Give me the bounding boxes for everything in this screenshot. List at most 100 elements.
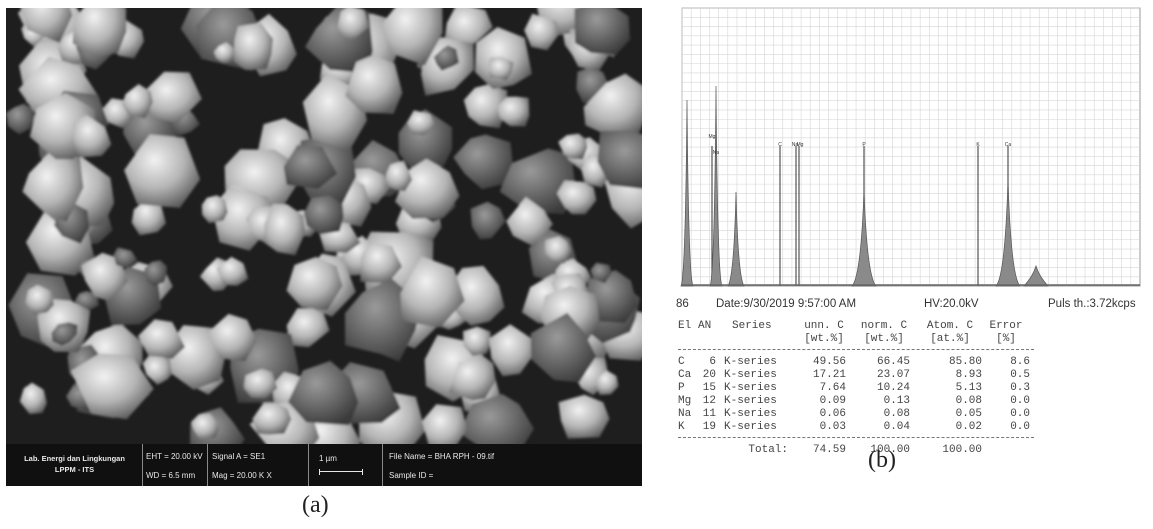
signal-value: Signal A = SE1 [212,452,266,461]
table-cell: 66.45 [876,356,910,368]
sem-particle [380,8,443,66]
table-total-cell: 100.00 [870,444,910,456]
sem-particle [460,394,534,444]
table-cell: 0.0 [1010,395,1030,407]
sem-particle [6,103,35,135]
sem-panel: Lab. Energi dan Lingkungan LPPM - ITS EH… [6,8,642,486]
table-cell: 0.08 [883,408,910,420]
sem-particle [113,247,138,269]
acquisition-date: Date:9/30/2019 9:57:00 AM [716,298,857,310]
table-cell: 0.5 [1010,369,1030,381]
sem-particle [470,201,506,240]
sem-particle [530,312,597,383]
sem-particle [558,133,588,160]
sem-particle [595,370,619,395]
sem-particle [360,241,402,284]
table-row: P 15 K-series 7.64 10.24 5.13 0.3 [678,382,1078,395]
sem-particle [558,394,610,439]
sem-particle [499,148,576,214]
table-header-cell: Series [732,320,772,332]
spectrum-peak [1023,264,1049,287]
spectrum-peak [851,189,877,287]
spectrum-peak [709,85,723,287]
table-unit-cell: [%] [996,333,1016,345]
table-total-cell: Total: [748,444,788,456]
sample-id: Sample ID = [389,471,434,480]
sem-particle [22,152,84,222]
lab-name: Lab. Energi dan Lingkungan [24,454,125,463]
sem-particle [433,45,459,71]
table-header-cell: norm. C [860,320,908,332]
table-cell: P [678,382,685,394]
sem-particle [124,134,201,208]
working-distance: WD = 6.5 mm [146,471,196,480]
sem-data-bar: Lab. Energi dan Lingkungan LPPM - ITS EH… [6,444,642,486]
lab-institution: LPPM - ITS [54,465,95,474]
table-row: K 19 K-series 0.03 0.04 0.02 0.0 [678,421,1078,434]
sem-particle [421,404,468,444]
table-header-cell: Error [989,320,1023,332]
table-cell: 6 [709,356,716,368]
sem-particle [142,71,202,124]
scale-cell: 1 µm [309,444,383,486]
sem-particle [286,256,343,311]
table-cell: Ca [678,369,692,381]
table-cell: 0.04 [883,421,910,433]
table-row: Ca 20 K-series 17.21 23.07 8.93 0.5 [678,369,1078,382]
caption-a: (a) [302,492,329,518]
spectrum-peak [727,191,745,287]
sem-micrograph [6,8,642,444]
table-cell: 20 [702,369,716,381]
table-cell: 7.64 [819,382,846,394]
table-cell: 0.13 [883,395,910,407]
signal-cell: Signal A = SE1 Mag = 20.00 K X [208,444,309,486]
table-unit-cell: [wt.%] [864,333,904,345]
spectrum-peak [995,179,1021,287]
table-cell: K-series [724,356,777,368]
file-name: File Name = BHA RPH - 09.tif [389,452,495,461]
table-cell: K-series [724,382,777,394]
sem-particle [243,368,278,399]
sem-particle [407,110,436,136]
table-cell: K-series [724,421,777,433]
table-cell: K [678,421,685,433]
sem-particle [585,270,638,323]
sem-particle [207,313,257,362]
table-header-cell: unn. C [804,320,844,332]
sem-particle [71,114,112,158]
sem-particle [395,158,460,219]
table-unit-cell: [wt.%] [804,333,844,345]
table-cell: 23.07 [876,369,910,381]
sem-particle [385,160,413,192]
sem-particle [20,8,73,43]
pulse-throughput: Puls th.:3.72kcps [1048,298,1136,310]
eht-cell: EHT = 20.00 kV WD = 6.5 mm [143,444,208,486]
table-cell: 49.56 [812,356,846,368]
table-cell: K-series [724,395,777,407]
sem-particle [303,195,344,235]
sem-particle [286,308,330,348]
sem-particle [131,197,166,236]
table-cell: 15 [702,382,716,394]
table-cell: 0.05 [955,408,982,420]
table-header-cell: Atom. C [926,320,974,332]
peak-label: Mg [797,142,804,148]
sem-particle [81,252,128,302]
spectrum-peak [680,99,694,287]
eht-value: EHT = 20.00 kV [146,452,203,461]
table-cell: Mg [678,395,692,407]
peak-label: P [862,142,866,148]
sem-particle [51,322,78,346]
caption-b: (b) [868,447,896,473]
table-header-row: El AN Series unn. C norm. C Atom. C Error [678,320,1078,333]
table-row: Na 11 K-series 0.06 0.08 0.05 0.0 [678,408,1078,421]
table-cell: 85.80 [948,356,982,368]
sem-particle [201,195,228,224]
sem-particle [252,402,292,435]
spectrum-grid [681,7,1141,287]
sem-particle [213,42,235,64]
sem-particle [122,84,153,118]
table-total-cell: 74.59 [812,444,846,456]
table-cell: 0.03 [819,421,846,433]
